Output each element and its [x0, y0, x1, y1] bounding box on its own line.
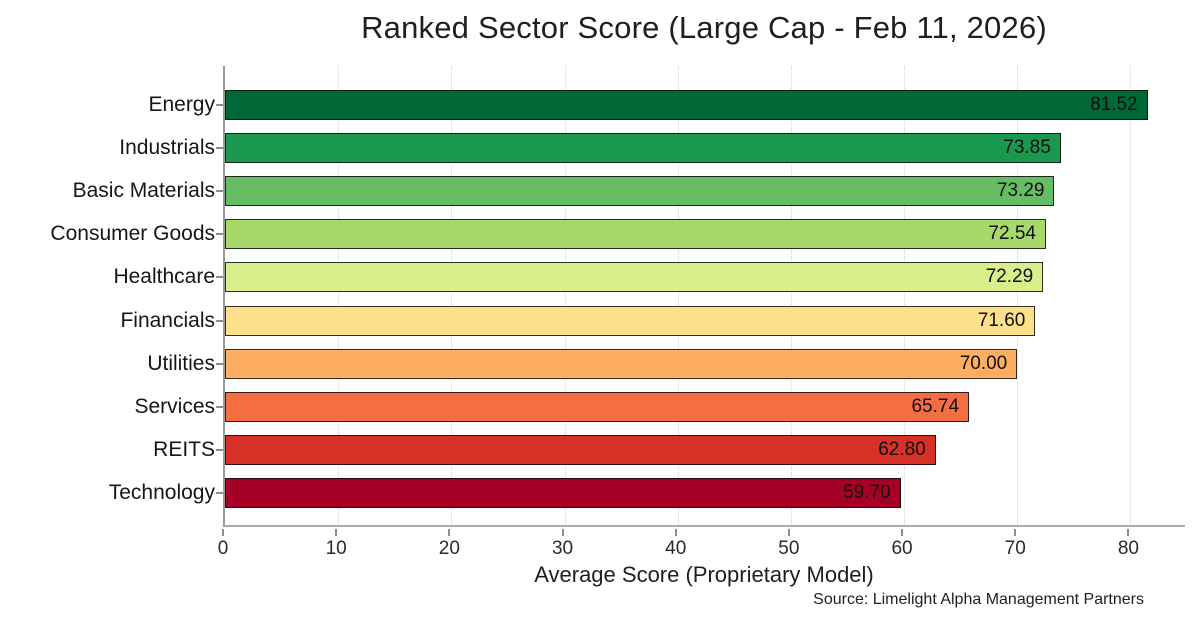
x-tick-label: 40 [665, 538, 687, 559]
bar-value-label: 73.29 [996, 180, 1045, 202]
category-label: Basic Materials [72, 179, 215, 203]
category-label: Financials [120, 308, 215, 332]
category-label: Healthcare [113, 265, 215, 289]
x-tick-mark [901, 529, 904, 536]
x-tick-mark [222, 529, 224, 536]
category-label: Utilities [147, 351, 215, 375]
x-tick-mark [787, 529, 790, 536]
y-tick-mark [216, 405, 223, 408]
bar-energy: 81.52 [225, 90, 1148, 120]
x-tick-mark [1127, 529, 1130, 536]
category-label: Services [134, 394, 215, 418]
gridline [904, 66, 906, 525]
y-tick-mark [216, 362, 223, 365]
y-tick-mark [216, 319, 223, 322]
category-label: Industrials [119, 136, 215, 160]
x-tick-label: 20 [438, 538, 460, 559]
gridline [564, 66, 566, 525]
bar-consumer-goods: 72.54 [225, 219, 1046, 250]
y-axis-labels: Energy Industrials Basic Materials Consumer… [0, 66, 223, 527]
bar-value-label: 81.52 [1090, 94, 1138, 115]
x-tick-label: 10 [325, 538, 347, 559]
gridline [1130, 66, 1132, 525]
category-label: Technology [108, 480, 215, 504]
y-tick-mark [216, 147, 223, 150]
bar-value-label: 62.80 [878, 438, 926, 460]
x-tick-mark [335, 529, 338, 536]
x-tick-mark [448, 529, 451, 536]
chart-title: Ranked Sector Score (Large Cap - Feb 11,… [361, 10, 1047, 45]
x-tick-mark [674, 529, 677, 536]
gridline [1017, 66, 1019, 525]
category-label: Consumer Goods [50, 222, 215, 246]
bar-value-label: 65.74 [911, 395, 960, 417]
bar-healthcare: 72.29 [225, 262, 1044, 293]
x-axis-title: Average Score (Proprietary Model) [534, 562, 874, 587]
y-tick-mark [216, 233, 223, 236]
bar-value-label: 70.00 [959, 352, 1008, 374]
y-tick-mark [216, 276, 223, 279]
bar-value-label: 72.54 [988, 223, 1036, 245]
bar-utilities: 70.00 [225, 348, 1018, 379]
source-attribution: Source: Limelight Alpha Management Partn… [813, 591, 1144, 608]
bar-value-label: 71.60 [977, 309, 1026, 331]
y-tick-mark [216, 190, 223, 193]
x-tick-label: 60 [891, 538, 913, 559]
x-tick-label: 30 [551, 538, 574, 559]
bar-reits: 62.80 [225, 434, 936, 465]
x-tick-label: 70 [1004, 538, 1026, 559]
bar-value-label: 59.70 [843, 481, 891, 503]
bar-basic-materials: 73.29 [225, 176, 1055, 207]
bar-value-label: 72.29 [985, 266, 1034, 288]
bar-industrials: 73.85 [225, 133, 1061, 164]
gridline [451, 66, 453, 525]
plot-area: 81.52 73.85 73.29 72.54 72.29 71.60 70.00 65.74… [223, 66, 1185, 527]
x-axis: 0 10 20 30 40 50 60 70 80 [218, 527, 1185, 567]
gridline [338, 66, 340, 525]
x-tick-label: 80 [1117, 538, 1139, 559]
x-tick-label: 50 [778, 538, 800, 559]
bar-financials: 71.60 [225, 305, 1036, 336]
x-tick-mark [1014, 529, 1017, 536]
category-label: Energy [148, 93, 215, 116]
gridline [790, 66, 792, 525]
y-tick-mark [216, 104, 223, 106]
x-tick-label: 0 [217, 538, 229, 559]
category-label: REITS [153, 437, 215, 461]
gridline [677, 66, 679, 525]
bar-services: 65.74 [225, 391, 970, 422]
bar-value-label: 73.85 [1003, 137, 1051, 159]
y-tick-mark [216, 448, 223, 451]
y-tick-mark [216, 491, 223, 494]
x-tick-mark [561, 529, 564, 536]
bar-technology: 59.70 [225, 477, 901, 508]
